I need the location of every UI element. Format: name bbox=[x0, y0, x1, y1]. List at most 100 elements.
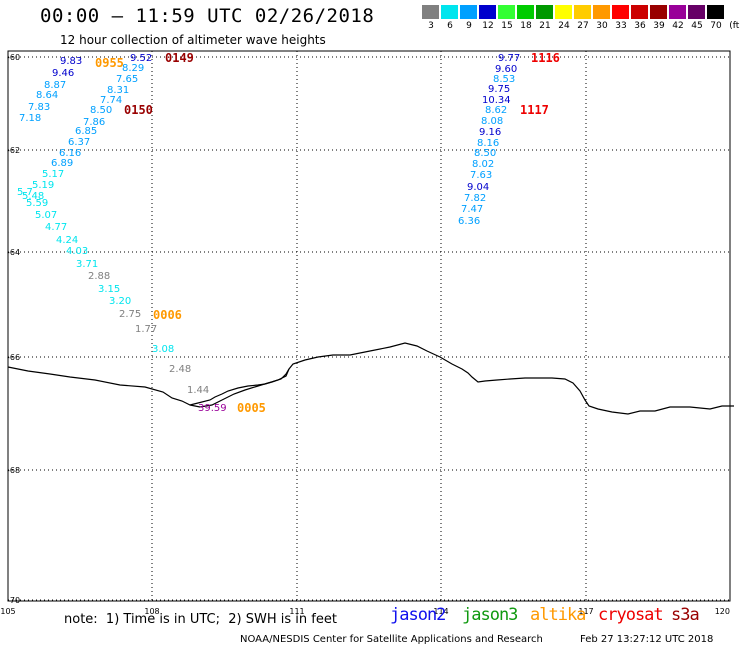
satellite-name: altika bbox=[530, 605, 586, 625]
legend-label: 70 bbox=[710, 21, 722, 31]
legend-label: 42 bbox=[672, 21, 684, 31]
longitude-tick-label: 114 bbox=[433, 607, 448, 616]
legend-label: 15 bbox=[501, 21, 513, 31]
wave-height-value: 8.02 bbox=[472, 159, 494, 170]
legend-swatch bbox=[460, 5, 477, 19]
wave-height-value: 8.16 bbox=[477, 138, 499, 149]
wave-height-value: 9.16 bbox=[479, 127, 501, 138]
longitude-tick-label: 120 bbox=[715, 607, 730, 616]
legend-swatch bbox=[536, 5, 553, 19]
pass-time-label: 0005 bbox=[237, 401, 266, 415]
wave-height-value: 3.71 bbox=[76, 259, 98, 270]
wave-height-value: 9.46 bbox=[52, 68, 74, 79]
wave-height-value: 7.47 bbox=[461, 204, 483, 215]
wave-height-value: 1.44 bbox=[187, 385, 209, 396]
wave-height-value: 6.37 bbox=[68, 137, 90, 148]
wave-height-value: 9.77 bbox=[498, 53, 520, 64]
pass-time-label: 0955 bbox=[95, 56, 124, 70]
wave-height-value: 3.15 bbox=[98, 284, 120, 295]
latitude-tick-label: -68 bbox=[7, 466, 20, 475]
wave-height-value: 6.89 bbox=[51, 158, 73, 169]
wave-height-value: 9.52 bbox=[130, 53, 152, 64]
wave-height-value: 7.83 bbox=[28, 102, 50, 113]
wave-height-value: 7.65 bbox=[116, 74, 138, 85]
wave-height-value: 8.31 bbox=[107, 85, 129, 96]
legend-swatch bbox=[593, 5, 610, 19]
latitude-tick-label: -70 bbox=[7, 596, 20, 605]
graticule bbox=[7, 50, 731, 602]
wave-height-value: 8.50 bbox=[474, 148, 496, 159]
wave-height-value: 10.34 bbox=[482, 95, 511, 106]
legend-swatch bbox=[688, 5, 705, 19]
wave-height-value: 5.19 bbox=[32, 180, 54, 191]
wave-height-value: 4.03 bbox=[66, 246, 88, 257]
latitude-tick-label: -66 bbox=[7, 353, 20, 362]
legend-label: 21 bbox=[539, 21, 551, 31]
wave-height-value: 9.75 bbox=[488, 84, 510, 95]
wave-height-value: 8.64 bbox=[36, 90, 58, 101]
wave-height-value: 39.59 bbox=[198, 403, 227, 414]
latitude-tick-label: -62 bbox=[7, 146, 20, 155]
wave-height-value: 5.48 bbox=[22, 191, 44, 202]
wave-height-track: 9.83 9.52 9.468.87 8.297.65 8.64 8.31 7.83 7.74… bbox=[17, 53, 520, 414]
latitude-tick-label: -64 bbox=[7, 248, 20, 257]
legend-swatch bbox=[517, 5, 534, 19]
credit-line: NOAA/NESDIS Center for Satellite Applica… bbox=[240, 634, 543, 645]
wave-height-value: 9.83 bbox=[60, 56, 82, 67]
legend-label: 3 bbox=[428, 21, 434, 31]
map-subtitle: 12 hour collection of altimeter wave hei… bbox=[60, 33, 326, 47]
pass-time-label: 1116 bbox=[531, 51, 560, 65]
pass-time-label: 0006 bbox=[153, 308, 182, 322]
wave-height-value: 2.48 bbox=[169, 364, 191, 375]
legend-swatch bbox=[441, 5, 458, 19]
legend-label: 45 bbox=[691, 21, 703, 31]
wave-height-value: 4.24 bbox=[56, 235, 78, 246]
wave-height-value: 6.85 bbox=[75, 126, 97, 137]
pass-time-label: 0150 bbox=[124, 103, 153, 117]
pass-time-label: 0149 bbox=[165, 51, 194, 65]
legend-swatch bbox=[574, 5, 591, 19]
legend-label: 18 bbox=[520, 21, 532, 31]
wave-height-value: 9.04 bbox=[467, 182, 489, 193]
legend-swatch bbox=[422, 5, 439, 19]
wave-height-value: 3.20 bbox=[109, 296, 131, 307]
axis-labels: -60 -62 -64 -66 -68 -70 105 108 111 114 117 120 bbox=[0, 53, 730, 616]
wave-height-value: 7.86 bbox=[83, 117, 105, 128]
satellite-name: s3a bbox=[671, 605, 700, 625]
longitude-tick-label: 105 bbox=[0, 607, 15, 616]
footer-note: note: 1) Time is in UTC; 2) SWH is in fe… bbox=[64, 612, 337, 627]
legend-label: 33 bbox=[615, 21, 627, 31]
satellite-name: jason3 bbox=[462, 605, 518, 625]
wave-height-value: 6.16 bbox=[59, 148, 81, 159]
longitude-tick-label: 108 bbox=[144, 607, 159, 616]
wave-height-value: 8.50 bbox=[90, 105, 112, 116]
legend-swatch bbox=[631, 5, 648, 19]
wave-height-value: 5.07 bbox=[35, 210, 57, 221]
longitude-tick-label: 111 bbox=[289, 607, 304, 616]
legend-label: 9 bbox=[466, 21, 472, 31]
satellite-name: cryosat bbox=[598, 605, 664, 625]
pass-time-label: 1117 bbox=[520, 103, 549, 117]
legend-label: 27 bbox=[577, 21, 589, 31]
generated-timestamp: Feb 27 13:27:12 UTC 2018 bbox=[580, 634, 714, 645]
legend-unit-label: (ft) bbox=[729, 21, 740, 31]
satellite-name: jason2 bbox=[390, 605, 446, 625]
wave-height-value: 7.74 bbox=[100, 95, 122, 106]
coastline bbox=[7, 342, 734, 415]
legend-label: 30 bbox=[596, 21, 608, 31]
wave-height-value: 7.18 bbox=[19, 113, 41, 124]
wave-height-value: 5.17 bbox=[42, 169, 64, 180]
legend-label: 6 bbox=[447, 21, 453, 31]
longitude-tick-label: 117 bbox=[578, 607, 593, 616]
wave-height-value: 9.60 bbox=[495, 64, 517, 75]
legend-label: 24 bbox=[558, 21, 570, 31]
wave-height-value: 8.62 bbox=[485, 105, 507, 116]
wave-height-value: 3.08 bbox=[152, 344, 174, 355]
wave-height-value: 8.08 bbox=[481, 116, 503, 127]
map-title: 00:00 – 11:59 UTC 02/26/2018 bbox=[40, 5, 375, 27]
wave-height-value: 5.59 bbox=[26, 198, 48, 209]
wave-height-value: 4.77 bbox=[45, 222, 67, 233]
wave-height-value: 6.36 bbox=[458, 216, 480, 227]
legend-swatch bbox=[650, 5, 667, 19]
